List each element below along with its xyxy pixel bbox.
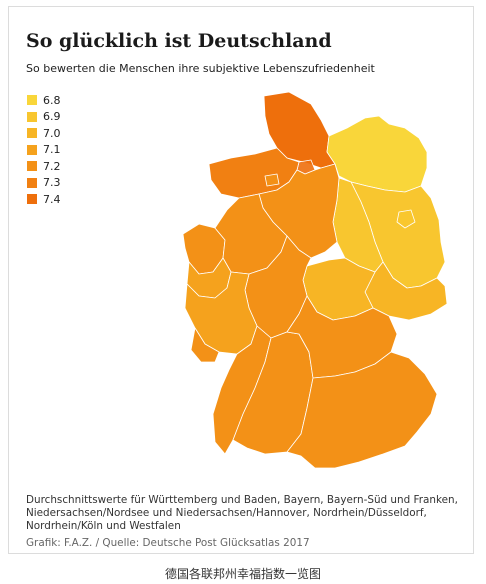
footnote: Durchschnittswerte für Württemberg und B…: [26, 494, 458, 532]
legend-item: 7.2: [27, 158, 61, 175]
legend-label: 7.1: [43, 143, 61, 157]
legend-item: 7.4: [27, 191, 61, 208]
legend-swatch: [27, 177, 37, 188]
source-credit: Grafik: F.A.Z. / Quelle: Deutsche Post G…: [26, 537, 310, 549]
legend-item: 7.3: [27, 175, 61, 192]
region-bayern-sued: [286, 351, 438, 469]
legend-label: 7.2: [43, 159, 61, 173]
region-saarland: [190, 327, 220, 363]
legend-item: 7.1: [27, 142, 61, 159]
legend-item: 6.8: [27, 92, 61, 109]
legend-swatch: [27, 111, 37, 122]
region-berlin: [396, 209, 416, 229]
subtitle: So bewerten die Menschen ihre subjektive…: [26, 62, 375, 75]
legend-item: 6.9: [27, 109, 61, 126]
legend-label: 7.4: [43, 192, 61, 206]
legend-label: 7.3: [43, 176, 61, 190]
legend-label: 7.0: [43, 126, 61, 140]
legend-label: 6.8: [43, 93, 61, 107]
legend-swatch: [27, 128, 37, 139]
page-title: So glücklich ist Deutschland: [26, 30, 332, 52]
image-caption: 德国各联邦州幸福指数一览图: [164, 567, 321, 581]
infographic-card: So glücklich ist Deutschland So bewerten…: [8, 6, 474, 554]
legend-swatch: [27, 95, 37, 106]
legend-item: 7.0: [27, 125, 61, 142]
region-franken: [286, 295, 398, 379]
region-bremen: [264, 173, 280, 187]
legend: 6.8 6.9 7.0 7.1 7.2 7.3 7.4: [27, 92, 61, 208]
legend-swatch: [27, 161, 37, 172]
legend-swatch: [27, 144, 37, 155]
legend-swatch: [27, 194, 37, 205]
legend-label: 6.9: [43, 110, 61, 124]
germany-map: [169, 82, 469, 487]
